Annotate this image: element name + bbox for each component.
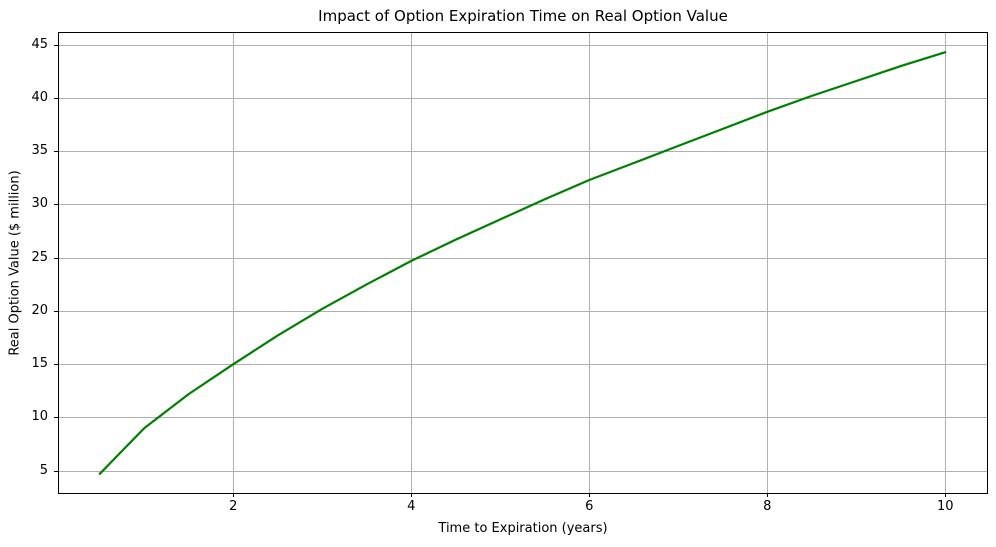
- y-tick-label: 40: [31, 90, 48, 105]
- x-tick-label: 4: [407, 499, 416, 514]
- y-tick-label: 20: [31, 302, 48, 318]
- y-tick-label: 35: [31, 143, 48, 159]
- y-tick-label: 45: [31, 36, 48, 52]
- y-tick-label: 10: [31, 409, 48, 425]
- y-tick-label: 5: [39, 462, 48, 478]
- x-tick-label: 8: [763, 499, 772, 514]
- x-tick-label: 6: [585, 499, 594, 514]
- option-value-curve: [98, 51, 947, 475]
- x-tick-label: 10: [937, 499, 954, 514]
- y-tick-label: 15: [31, 356, 48, 372]
- x-tick-label: 2: [229, 499, 238, 514]
- x-axis-label: Time to Expiration (years): [438, 521, 608, 536]
- y-tick-label: 30: [31, 196, 48, 212]
- y-tick-label: 25: [31, 249, 48, 265]
- plot-border: [58, 32, 988, 494]
- chart-title: Impact of Option Expiration Time on Real…: [318, 7, 728, 25]
